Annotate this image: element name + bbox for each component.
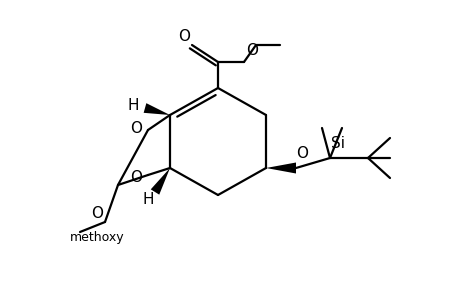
Text: methoxy: methoxy	[70, 232, 124, 244]
Polygon shape	[151, 168, 170, 195]
Text: H: H	[142, 193, 153, 208]
Text: O: O	[246, 43, 257, 58]
Text: O: O	[130, 170, 142, 185]
Text: O: O	[178, 28, 190, 44]
Text: H: H	[127, 98, 139, 112]
Polygon shape	[265, 163, 295, 173]
Text: O: O	[91, 206, 103, 220]
Text: O: O	[295, 146, 308, 160]
Text: Si: Si	[330, 136, 344, 151]
Polygon shape	[143, 103, 170, 115]
Text: O: O	[130, 121, 142, 136]
